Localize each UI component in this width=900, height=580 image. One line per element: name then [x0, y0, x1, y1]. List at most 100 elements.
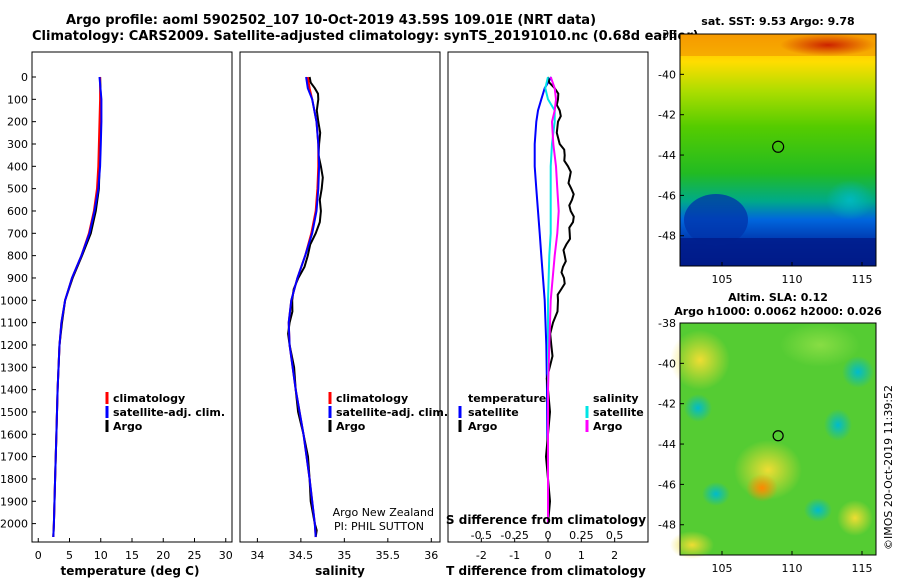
s-difference-tick-label: 0.5	[606, 529, 624, 542]
credit-line-2: PI: PHIL SUTTON	[334, 520, 424, 533]
temperature-legend: climatology satellite-adj. clim. Argo	[105, 392, 225, 433]
latitude-tick-label: -38	[658, 28, 676, 41]
series-temperature-argo-line	[544, 76, 575, 524]
salinity-plot-frame	[239, 51, 441, 543]
temperature-tick-label: 5	[66, 549, 73, 562]
latitude-tick-label: -40	[658, 357, 676, 370]
legend-heading-salinity: salinity	[593, 392, 639, 405]
legend-label-argo: Argo	[113, 420, 143, 433]
salinity-panel: 34 34.5 35 35.5 36 salinity climatology sate…	[239, 51, 448, 578]
depth-tick-label: 600	[7, 205, 28, 218]
salinity-tick-label: 34.5	[289, 549, 314, 562]
salinity-tick-label: 34	[250, 549, 264, 562]
latitude-tick-label: -40	[658, 68, 676, 81]
legend-label-climatology: climatology	[336, 392, 408, 405]
s-difference-axis-label: S difference from climatology	[446, 513, 646, 527]
sst-hot-patch	[780, 34, 876, 56]
argo-float-marker	[772, 140, 785, 153]
temperature-tick-label: 0	[35, 549, 42, 562]
longitude-tick-label: 105	[712, 562, 733, 575]
t-difference-tick-label: -1	[509, 549, 520, 562]
longitude-tick-label: 115	[852, 273, 873, 286]
depth-tick-label: 1400	[0, 384, 28, 397]
sla-high-patch	[837, 500, 873, 536]
depth-tick-label: 1800	[0, 473, 28, 486]
longitude-tick-label: 105	[712, 273, 733, 286]
legend-label-s-satellite: satellite	[593, 406, 644, 419]
salinity-tick-label: 35	[337, 549, 351, 562]
salinity-tick-label: 36	[424, 549, 438, 562]
sst-map-panel: sat. SST: 9.53 Argo: 9.78 105 110 115 -38 -4…	[658, 15, 877, 286]
latitude-tick-label: -48	[658, 519, 676, 532]
t-difference-tick-label: 0	[545, 549, 552, 562]
sst-map-title: sat. SST: 9.53 Argo: 9.78	[701, 15, 854, 28]
sla-high-patch	[670, 330, 730, 390]
legend-label-climatology: climatology	[113, 392, 185, 405]
s-difference-tick-label: 0	[545, 529, 552, 542]
sla-peak-patch	[746, 474, 778, 502]
depth-tick-label: 1700	[0, 451, 28, 464]
depth-tick-label: 100	[7, 93, 28, 106]
latitude-tick-label: -46	[658, 189, 676, 202]
sla-low-eddy	[842, 356, 874, 388]
series-satellite-line	[52, 76, 103, 538]
sst-cold-eddy	[684, 194, 748, 246]
longitude-tick-label: 115	[852, 562, 873, 575]
legend-label-t-satellite: satellite	[468, 406, 519, 419]
temperature-axis-label: temperature (deg C)	[61, 564, 200, 578]
sla-low-eddy	[824, 409, 852, 441]
depth-tick-label: 800	[7, 250, 28, 263]
s-difference-tick-label: -0.5	[471, 529, 492, 542]
difference-legend: temperature satellite Argo salinity sate…	[458, 392, 644, 433]
depth-tick-label: 1300	[0, 361, 28, 374]
legend-label-satellite: satellite-adj. clim.	[336, 406, 448, 419]
s-difference-tick-label: -0.25	[500, 529, 528, 542]
imos-timestamp: ©IMOS 20-Oct-2019 11:39:52	[882, 384, 895, 550]
depth-tick-label: 1900	[0, 495, 28, 508]
temperature-tick-label: 15	[125, 549, 139, 562]
s-difference-tick-label: 0.25	[569, 529, 594, 542]
latitude-tick-label: -46	[658, 478, 676, 491]
depth-tick-label: 500	[7, 183, 28, 196]
temperature-tick-label: 20	[156, 549, 170, 562]
sla-low-eddy	[804, 498, 832, 522]
salinity-tick-label: 35.5	[376, 549, 401, 562]
series-satellite-line	[287, 76, 321, 538]
longitude-tick-label: 110	[782, 562, 803, 575]
argo-float-marker	[772, 430, 784, 442]
temperature-tick-label: 10	[94, 549, 108, 562]
latitude-tick-label: -48	[658, 230, 676, 243]
legend-label-t-argo: Argo	[468, 420, 498, 433]
sla-low-eddy	[702, 482, 730, 506]
plot-title-line-2: Climatology: CARS2009. Satellite-adjuste…	[32, 29, 699, 44]
sla-map-subtitle: Argo h1000: 0.0062 h2000: 0.026	[674, 305, 882, 318]
depth-tick-label: 1100	[0, 317, 28, 330]
temperature-tick-label: 30	[219, 549, 233, 562]
sla-high-patch	[670, 531, 714, 559]
latitude-tick-label: -38	[658, 317, 676, 330]
sla-lime-patch	[780, 323, 860, 367]
sst-map-frame	[679, 33, 877, 267]
depth-tick-label: 900	[7, 272, 28, 285]
legend-label-satellite: satellite-adj. clim.	[113, 406, 225, 419]
depth-tick-label: 300	[7, 138, 28, 151]
series-salinity-argo-line	[547, 76, 560, 524]
sla-map-panel: Altim. SLA: 0.12 Argo h1000: 0.0062 h200…	[658, 291, 882, 575]
salinity-legend: climatology satellite-adj. clim. Argo	[328, 392, 448, 433]
longitude-tick-label: 110	[782, 273, 803, 286]
latitude-tick-label: -42	[658, 398, 676, 411]
depth-tick-label: 1000	[0, 294, 28, 307]
sla-map-frame	[679, 322, 877, 556]
latitude-tick-label: -42	[658, 109, 676, 122]
temperature-panel: 0 5 10 15 20 25 30 0 100 200 300 400 500 600 700 800 90…	[0, 51, 452, 578]
legend-label-s-argo: Argo	[593, 420, 623, 433]
sla-low-eddy	[684, 394, 712, 422]
depth-tick-label: 0	[21, 71, 28, 84]
salinity-axis-label: salinity	[315, 564, 365, 578]
legend-heading-temperature: temperature	[468, 392, 546, 405]
legend-label-argo: Argo	[336, 420, 366, 433]
difference-panel: -2 -1 0 1 2 -0.5 -0.25 0 0.25 0.5 T difference f…	[446, 51, 649, 578]
sla-map-title: Altim. SLA: 0.12	[728, 291, 828, 304]
t-difference-tick-label: -2	[476, 549, 487, 562]
